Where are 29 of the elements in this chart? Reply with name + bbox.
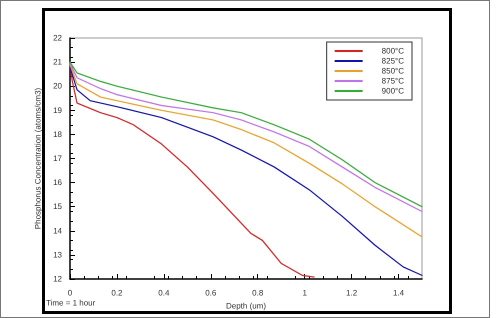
x-tick-label: 0.6: [205, 288, 217, 298]
x-tick-label: 1: [302, 288, 308, 298]
y-tick-label: 20: [53, 82, 63, 91]
legend-label: 850°C: [382, 66, 404, 76]
y-tick-label: 16: [53, 178, 63, 188]
y-tick-label: 21: [53, 58, 63, 67]
y-tick-label: 19: [53, 106, 63, 115]
y-tick-label: 22: [53, 34, 63, 42]
y-tick-label: 17: [53, 154, 63, 163]
x-axis-title: Depth (um): [226, 301, 266, 310]
legend-label: 825°C: [382, 56, 404, 66]
y-tick-label: 15: [53, 202, 63, 212]
text: Time = 1 hour: [46, 298, 96, 308]
y-tick-label: 14: [53, 226, 63, 236]
y-tick-label: 13: [53, 250, 63, 260]
line-series: [69, 66, 423, 276]
x-tick-label: 0.8: [252, 288, 264, 298]
legend-label: 800°C: [382, 46, 404, 56]
legend-label: 900°C: [382, 86, 404, 96]
x-tick-label: 0.2: [111, 288, 124, 298]
y-tick-label: 18: [53, 130, 63, 139]
x-tick-label: 0: [68, 288, 73, 298]
x-tick-label: 1.2: [346, 288, 358, 298]
y-tick-label: 12: [53, 274, 63, 284]
y-axis-title: Phosphorus Concentration (atoms/cm3): [34, 87, 43, 230]
x-tick-label: 0.4: [158, 288, 170, 298]
legend-label: 875°C: [382, 76, 404, 86]
x-tick-label: 1.4: [392, 288, 405, 298]
line-series: [69, 64, 315, 278]
